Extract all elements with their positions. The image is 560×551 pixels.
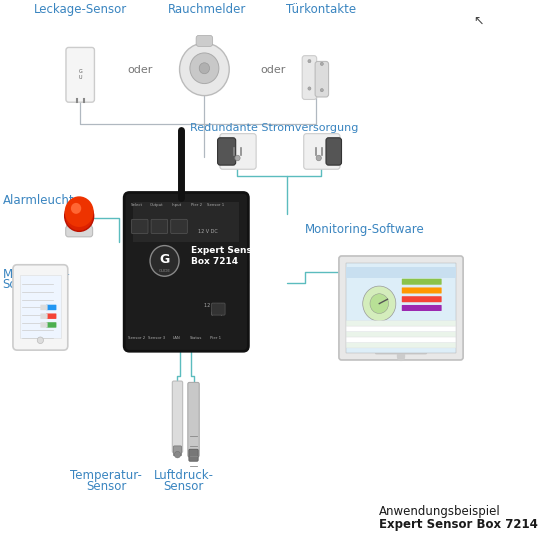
Text: LAN: LAN [172, 336, 180, 341]
Text: Select: Select [131, 203, 143, 207]
Text: Luftdruck-: Luftdruck- [153, 469, 214, 482]
Circle shape [308, 60, 311, 63]
Circle shape [235, 155, 240, 161]
FancyBboxPatch shape [40, 322, 48, 328]
Circle shape [316, 155, 321, 161]
Bar [20, 274, 60, 338]
FancyBboxPatch shape [346, 343, 456, 348]
Text: Anwendungsbeispiel: Anwendungsbeispiel [379, 505, 501, 518]
Text: oder: oder [260, 66, 286, 75]
Text: Pier 1: Pier 1 [210, 336, 221, 341]
FancyBboxPatch shape [40, 314, 48, 319]
FancyBboxPatch shape [315, 61, 329, 97]
Bar [346, 267, 456, 278]
Text: Output: Output [150, 203, 164, 207]
FancyBboxPatch shape [172, 381, 183, 453]
Text: GUDE: GUDE [158, 269, 171, 273]
Text: ↖: ↖ [473, 15, 484, 28]
Circle shape [320, 62, 323, 66]
Text: 12 V DC: 12 V DC [204, 303, 223, 309]
FancyBboxPatch shape [66, 47, 95, 102]
FancyBboxPatch shape [402, 279, 442, 285]
Circle shape [150, 246, 179, 276]
Text: G: G [160, 253, 170, 266]
Bar [133, 202, 239, 242]
Bar [346, 263, 456, 353]
FancyBboxPatch shape [237, 260, 249, 284]
Text: Expert Sensor: Expert Sensor [192, 246, 263, 256]
Text: Redundante Stromversorgung: Redundante Stromversorgung [190, 123, 358, 133]
FancyBboxPatch shape [402, 288, 442, 294]
Text: Box 7214: Box 7214 [192, 257, 239, 266]
FancyBboxPatch shape [171, 219, 187, 234]
FancyBboxPatch shape [174, 446, 181, 456]
Text: Sensor 1: Sensor 1 [207, 203, 225, 207]
FancyBboxPatch shape [66, 226, 92, 237]
FancyBboxPatch shape [188, 382, 199, 457]
FancyBboxPatch shape [124, 192, 249, 351]
Circle shape [174, 451, 180, 458]
Text: Temperatur-: Temperatur- [70, 469, 142, 482]
Text: Software: Software [3, 278, 54, 291]
FancyBboxPatch shape [375, 345, 427, 354]
FancyBboxPatch shape [339, 256, 463, 360]
Text: G
U: G U [78, 69, 82, 80]
FancyBboxPatch shape [212, 303, 225, 315]
Circle shape [64, 196, 94, 227]
Circle shape [64, 201, 94, 231]
FancyBboxPatch shape [346, 326, 456, 332]
Circle shape [308, 87, 311, 90]
Text: Sensor: Sensor [164, 480, 204, 493]
Text: Sensor 2: Sensor 2 [128, 336, 146, 341]
Text: Sensor: Sensor [86, 480, 126, 493]
Text: Monitoring-: Monitoring- [3, 268, 71, 280]
Circle shape [199, 63, 209, 74]
FancyBboxPatch shape [220, 134, 256, 169]
Text: Alarmleuchte: Alarmleuchte [3, 194, 81, 207]
FancyBboxPatch shape [326, 138, 342, 165]
FancyBboxPatch shape [46, 305, 57, 310]
FancyBboxPatch shape [304, 134, 340, 169]
Text: oder: oder [127, 66, 152, 75]
FancyBboxPatch shape [46, 322, 57, 328]
Text: Input: Input [171, 203, 181, 207]
FancyBboxPatch shape [402, 296, 442, 302]
Text: Status: Status [190, 336, 202, 341]
Circle shape [190, 53, 219, 84]
Circle shape [370, 294, 389, 314]
Text: Leckage-Sensor: Leckage-Sensor [34, 3, 127, 16]
FancyBboxPatch shape [402, 305, 442, 311]
FancyBboxPatch shape [151, 219, 167, 234]
Text: Türkontakte: Türkontakte [286, 3, 356, 16]
Text: Monitoring-Software: Monitoring-Software [305, 223, 425, 236]
FancyBboxPatch shape [132, 219, 148, 234]
Text: Pier 2: Pier 2 [190, 203, 202, 207]
Circle shape [363, 286, 396, 321]
Circle shape [320, 89, 323, 92]
FancyBboxPatch shape [46, 314, 57, 319]
FancyBboxPatch shape [196, 35, 213, 46]
Text: Expert Sensor Box 7214: Expert Sensor Box 7214 [379, 518, 538, 531]
FancyBboxPatch shape [346, 332, 456, 337]
FancyBboxPatch shape [346, 321, 456, 326]
Text: 12 V DC: 12 V DC [198, 229, 217, 234]
FancyBboxPatch shape [128, 260, 139, 284]
FancyBboxPatch shape [67, 223, 92, 236]
FancyBboxPatch shape [302, 56, 316, 99]
Circle shape [71, 203, 81, 214]
FancyBboxPatch shape [346, 337, 456, 343]
FancyBboxPatch shape [189, 449, 198, 461]
FancyBboxPatch shape [40, 305, 48, 310]
Text: Rauchmelder: Rauchmelder [168, 3, 246, 16]
FancyBboxPatch shape [13, 264, 68, 350]
Circle shape [180, 43, 229, 96]
Circle shape [38, 337, 44, 344]
Text: Sensor 3: Sensor 3 [148, 336, 165, 341]
Text: (PoE): (PoE) [211, 311, 223, 316]
FancyBboxPatch shape [218, 138, 236, 165]
